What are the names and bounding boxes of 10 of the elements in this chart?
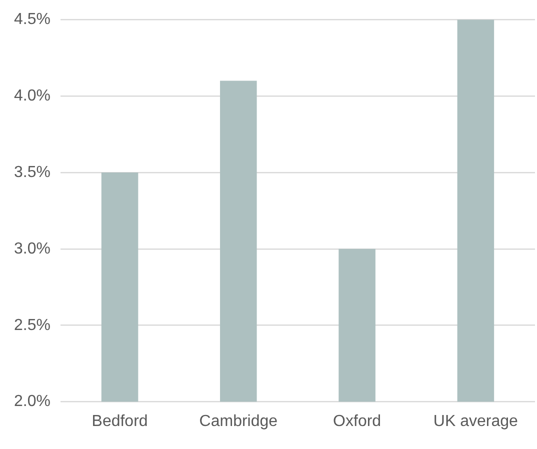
x-tick-label: UK average	[433, 412, 518, 430]
x-tick-label: Oxford	[333, 412, 382, 430]
y-tick-label: 4.0%	[14, 87, 50, 104]
y-tick-label: 4.5%	[14, 11, 50, 28]
y-tick-label: 2.0%	[14, 393, 50, 410]
y-tick-label: 3.5%	[14, 164, 50, 181]
x-tick-label: Bedford	[92, 412, 148, 430]
x-tick-label: Cambridge	[199, 412, 278, 430]
y-tick-label: 3.0%	[14, 240, 50, 258]
y-tick-label: 2.5%	[14, 316, 50, 334]
